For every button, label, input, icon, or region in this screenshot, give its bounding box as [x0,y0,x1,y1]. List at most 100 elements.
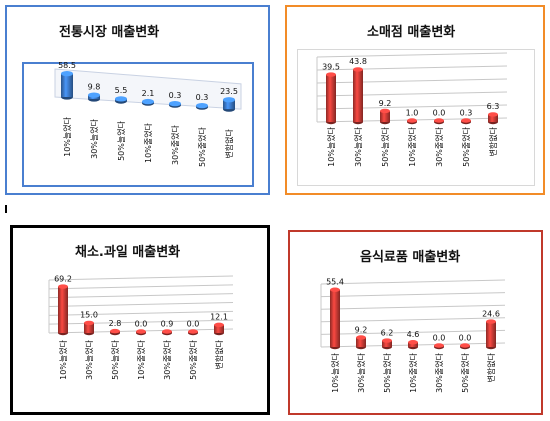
stray-mark [5,205,7,213]
data-label: 0.9 [161,319,174,328]
data-label: 0.3 [196,93,209,102]
tick-label: 30%늘었다 [353,126,363,167]
chart-panel-traditional-market: 전통시장 매출변화 58.5 10%늘었다 9.8 30%늘었다 5.5 50%늘었다 2.… [5,5,270,195]
tick-label: 변함없다 [224,129,234,159]
data-label: 0.0 [459,333,472,342]
gridline [316,65,508,71]
tick-label: 10%늘었다 [62,116,72,157]
bar [223,97,235,112]
chart-panel-food-beverage: 음식료품 매출변화 55.4 10%늘었다 9.2 30%늘었다 6.2 50%늘었다 4.… [288,230,543,415]
gridline [316,104,508,110]
gridline [320,329,506,335]
gridline [48,293,234,299]
tick-label: 50%늘었다 [382,352,392,393]
data-label: 12.1 [210,313,228,322]
data-label: 43.8 [349,57,367,66]
bar [58,284,68,336]
chart-title: 소매점 매출변화 [367,25,456,40]
tick-label: 30%줄었다 [434,126,444,167]
data-label: 23.5 [220,87,238,96]
gridline [48,302,234,307]
bar [434,118,444,125]
data-label: 9.8 [88,82,101,91]
data-label: 15.0 [80,311,98,320]
data-label: 9.2 [355,325,368,334]
bar [88,92,100,102]
chart-plot: 58.5 10%늘었다 9.8 30%늘었다 5.5 50%늘었다 2.1 10%줄었다 0.3… [54,61,242,167]
tick-label: 10%줄었다 [143,122,153,163]
tick-label: 30%줄었다 [434,352,444,393]
tick-label: 30%늘었다 [89,118,99,159]
data-label: 6.3 [487,102,500,111]
chart-panel-vegetables-fruit: 채소.과일 매출변화 69.2 10%늘었다 15.0 30%늘었다 2.8 50%늘었다… [10,225,270,415]
gridline [320,304,506,310]
tick-label: 10%늘었다 [326,126,336,167]
bar [407,118,417,125]
data-label: 55.4 [326,278,344,287]
tick-label: 30%줄었다 [162,339,172,380]
bar [115,96,127,104]
data-label: 0.0 [187,319,200,328]
tick-label: 10%줄었다 [408,352,418,393]
chart-inner-frame [297,49,535,186]
bar [136,329,146,336]
tick-label: 50%늘었다 [110,339,120,380]
tick-label: 변함없다 [488,126,498,156]
gridline [320,317,506,323]
data-label: 2.8 [109,319,122,328]
chart-plot: 55.4 10%늘었다 9.2 30%늘었다 6.2 50%늘었다 4.6 10%줄었다 0.0… [320,278,506,393]
tick-label: 50%늘었다 [380,126,390,167]
tick-label: 50%줄었다 [188,339,198,380]
data-label: 2.1 [142,89,155,98]
gridline [316,78,508,84]
tick-label: 30%줄었다 [170,124,180,165]
chart-plot: 39.5 10%늘었다 43.8 30%늘었다 9.2 50%늘었다 1.0 10%줄었다 0.… [316,52,508,167]
tick-label: 50%줄었다 [460,352,470,393]
data-label: 58.5 [58,61,76,70]
tick-label: 변함없다 [486,352,496,382]
chart-inner-frame [22,62,254,187]
bar [488,112,498,125]
gridline [48,275,234,281]
data-label: 1.0 [406,108,419,117]
tick-label: 30%늘었다 [356,352,366,393]
data-label: 4.6 [407,330,420,339]
bar [461,118,471,125]
gridline [48,319,234,325]
chart-title: 채소.과일 매출변화 [75,245,181,260]
tick-label: 변함없다 [214,339,224,369]
data-label: 0.0 [433,333,446,342]
chart-title: 음식료품 매출변화 [360,250,461,265]
data-label: 0.0 [433,108,446,117]
bar [84,320,94,336]
chart-title: 전통시장 매출변화 [59,25,160,40]
data-label: 39.5 [322,62,340,71]
bar [214,322,224,336]
bar [326,72,336,125]
tick-label: 50%줄었다 [461,126,471,167]
gridline [316,91,508,97]
data-label: 9.2 [379,99,392,108]
data-label: 5.5 [115,86,128,95]
tick-label: 10%줄었다 [407,126,417,167]
data-label: 0.0 [135,319,148,328]
back-plane [54,68,242,110]
data-label: 0.3 [460,108,473,117]
tick-label: 50%줄었다 [197,126,207,167]
bar [380,108,390,125]
tick-label: 50%늘었다 [116,120,126,161]
bar [330,287,340,350]
data-label: 0.3 [169,91,182,100]
tick-label: 30%늘었다 [84,339,94,380]
bar [110,328,120,336]
bar [408,340,418,350]
bar [356,335,366,350]
gridline [320,292,506,298]
chart-plot: 69.2 10%늘었다 15.0 30%늘었다 2.8 50%늘었다 0.0 10%줄었다 0.… [48,274,234,380]
bar [142,98,154,106]
bar [486,319,496,350]
bar [353,67,363,125]
bar [61,70,73,100]
gridline [48,310,234,316]
data-label: 24.6 [482,309,500,318]
